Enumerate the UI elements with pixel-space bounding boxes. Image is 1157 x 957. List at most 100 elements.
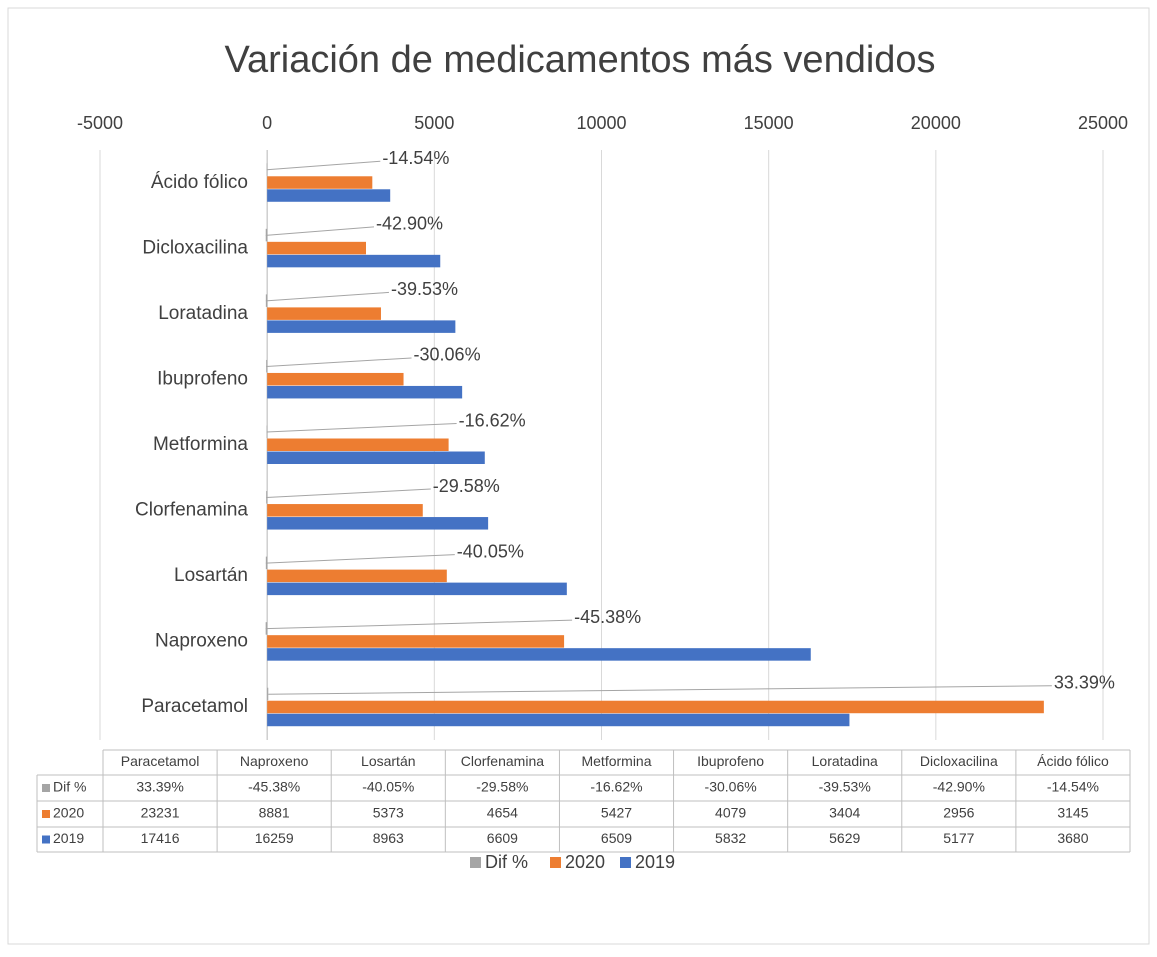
- legend-label: 2020: [565, 852, 605, 872]
- table-cell: 23231: [141, 805, 180, 821]
- bar: [267, 713, 850, 727]
- table-cell: 4654: [487, 805, 518, 821]
- y-tick-label: Naproxeno: [155, 631, 248, 652]
- legend-key: [620, 857, 631, 868]
- legend-label: Dif %: [485, 852, 528, 872]
- x-tick-label: 20000: [911, 113, 961, 133]
- table-cell: -29.58%: [476, 779, 528, 795]
- table-legend-key: [42, 835, 50, 844]
- y-tick-label: Ácido fólico: [151, 172, 248, 193]
- data-label: -45.38%: [574, 607, 641, 627]
- table-cell: 3145: [1057, 805, 1088, 821]
- table-cell: 5629: [829, 830, 860, 846]
- bar: [267, 189, 391, 202]
- table-header: Metformina: [581, 753, 651, 769]
- leader-line: [265, 226, 375, 236]
- leader-line: [265, 554, 455, 564]
- table-cell: 5427: [601, 805, 632, 821]
- x-tick-label: -5000: [77, 113, 123, 133]
- table-header: Dicloxacilina: [920, 753, 998, 769]
- table-cell: 3680: [1057, 830, 1088, 846]
- table-cell: 17416: [141, 830, 180, 846]
- bar: [267, 687, 269, 701]
- bar: [267, 307, 381, 320]
- x-tick-label: 15000: [744, 113, 794, 133]
- table-cell: -14.54%: [1047, 779, 1099, 795]
- table-row-header: Dif %: [53, 779, 86, 795]
- y-tick-label: Dicloxacilina: [142, 237, 248, 258]
- bar: [267, 569, 447, 583]
- table-header: Naproxeno: [240, 753, 309, 769]
- leader-line: [266, 160, 381, 171]
- legend-key: [550, 857, 561, 868]
- bar: [267, 648, 811, 661]
- bar: [267, 451, 485, 464]
- chart-border: [7, 7, 1150, 945]
- data-label: -30.06%: [414, 345, 481, 365]
- y-tick-label: Paracetamol: [141, 696, 248, 717]
- data-label: -42.90%: [376, 214, 443, 234]
- table-cell: -30.06%: [705, 779, 757, 795]
- x-tick-label: 0: [262, 113, 272, 133]
- leader-line: [266, 423, 457, 433]
- leader-line: [265, 619, 573, 630]
- table-cell: 5832: [715, 830, 746, 846]
- table-row-header: 2019: [53, 830, 84, 846]
- data-label: 33.39%: [1054, 672, 1115, 692]
- leader-line: [266, 357, 412, 367]
- data-label: -40.05%: [457, 541, 524, 561]
- bar: [267, 635, 565, 648]
- y-tick-label: Losartán: [174, 565, 248, 586]
- table-cell: 8881: [259, 805, 290, 821]
- table-cell: 4079: [715, 805, 746, 821]
- leader-line: [265, 291, 390, 302]
- y-tick-label: Loratadina: [158, 303, 248, 324]
- bar: [267, 372, 404, 386]
- bar: [267, 176, 373, 189]
- bar: [267, 320, 456, 333]
- table-legend-key: [42, 784, 50, 792]
- data-label: -16.62%: [459, 410, 526, 430]
- table-cell: 5373: [373, 805, 404, 821]
- bar: [267, 385, 463, 399]
- bar: [267, 504, 423, 517]
- bar: [267, 582, 567, 596]
- bar: [267, 438, 449, 451]
- table-row-header: 2020: [53, 805, 84, 821]
- bar: [267, 241, 366, 255]
- chart-title: Variación de medicamentos más vendidos: [224, 39, 935, 81]
- x-tick-label: 5000: [414, 113, 454, 133]
- table-cell: -39.53%: [819, 779, 871, 795]
- table-cell: -45.38%: [248, 779, 300, 795]
- table-cell: -40.05%: [362, 779, 414, 795]
- bar: [267, 517, 489, 530]
- table-legend-key: [42, 810, 50, 818]
- bar: [267, 700, 1044, 714]
- data-label: -14.54%: [382, 148, 449, 168]
- table-cell: -42.90%: [933, 779, 985, 795]
- table-header: Ácido fólico: [1037, 753, 1109, 769]
- table-header: Clorfenamina: [461, 753, 544, 769]
- data-label: -39.53%: [391, 279, 458, 299]
- data-label: -29.58%: [433, 476, 500, 496]
- table-cell: -16.62%: [590, 779, 642, 795]
- table-header: Ibuprofeno: [697, 753, 764, 769]
- table-cell: 8963: [373, 830, 404, 846]
- table-header: Losartán: [361, 753, 415, 769]
- table-cell: 6509: [601, 830, 632, 846]
- table-header: Paracetamol: [121, 753, 200, 769]
- table-cell: 2956: [943, 805, 974, 821]
- y-tick-label: Metformina: [153, 434, 248, 455]
- leader-line: [266, 488, 431, 499]
- x-tick-label: 25000: [1078, 113, 1128, 133]
- y-tick-label: Clorfenamina: [135, 500, 248, 521]
- y-tick-label: Ibuprofeno: [157, 368, 248, 389]
- table-cell: 33.39%: [136, 779, 183, 795]
- legend-key: [470, 857, 481, 868]
- table-cell: 5177: [943, 830, 974, 846]
- table-header: Loratadina: [812, 753, 878, 769]
- bar: [267, 254, 441, 268]
- leader-line: [268, 685, 1052, 695]
- table-cell: 16259: [255, 830, 294, 846]
